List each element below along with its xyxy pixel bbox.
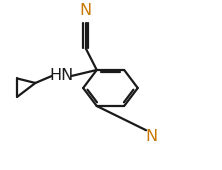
Text: N: N [80, 3, 92, 18]
Text: HN: HN [50, 69, 74, 83]
Text: N: N [145, 129, 158, 144]
